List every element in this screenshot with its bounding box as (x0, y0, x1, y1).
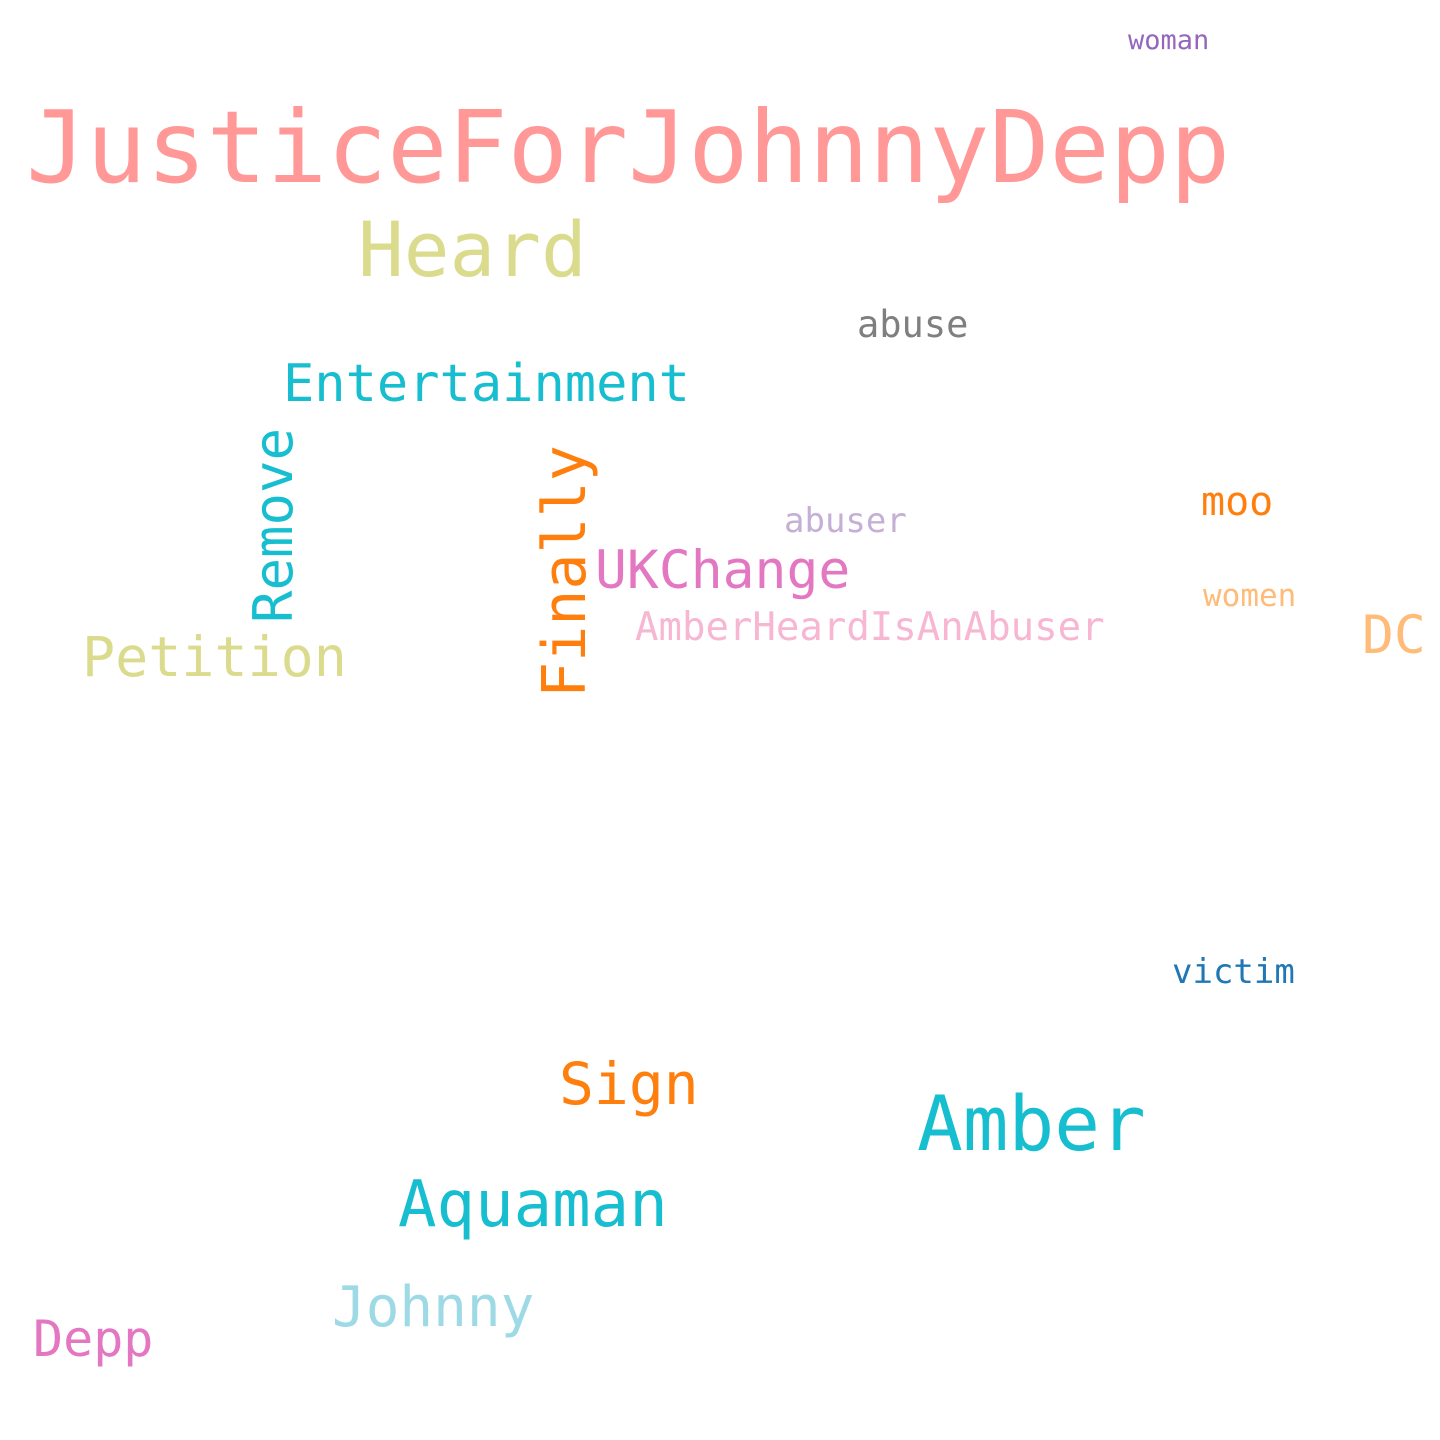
word-johnny: Johnny (332, 1275, 535, 1340)
word-women: women (1203, 578, 1297, 614)
word-finally: Finally (530, 445, 600, 698)
word-amber: Amber (917, 1079, 1146, 1168)
word-ukchange: UKChange (595, 540, 851, 601)
word-sign: Sign (559, 1050, 699, 1118)
word-dc: DC (1362, 605, 1426, 666)
word-amberheardisanabuser: AmberHeardIsAnAbuser (635, 605, 1105, 650)
word-depp: Depp (33, 1310, 154, 1368)
word-entertainment: Entertainment (283, 354, 690, 414)
word-woman: woman (1128, 25, 1210, 56)
word-remove: Remove (242, 427, 305, 623)
word-justiceforjohnnydepp: JusticeForJohnnyDepp (26, 89, 1231, 206)
word-petition: Petition (82, 625, 347, 689)
word-moo: moo (1201, 479, 1274, 525)
word-abuse: abuse (857, 303, 969, 346)
word-abuser: abuser (784, 501, 907, 541)
word-heard: Heard (358, 205, 587, 294)
word-victim: victim (1172, 952, 1295, 992)
word-aquaman: Aquaman (398, 1168, 668, 1242)
